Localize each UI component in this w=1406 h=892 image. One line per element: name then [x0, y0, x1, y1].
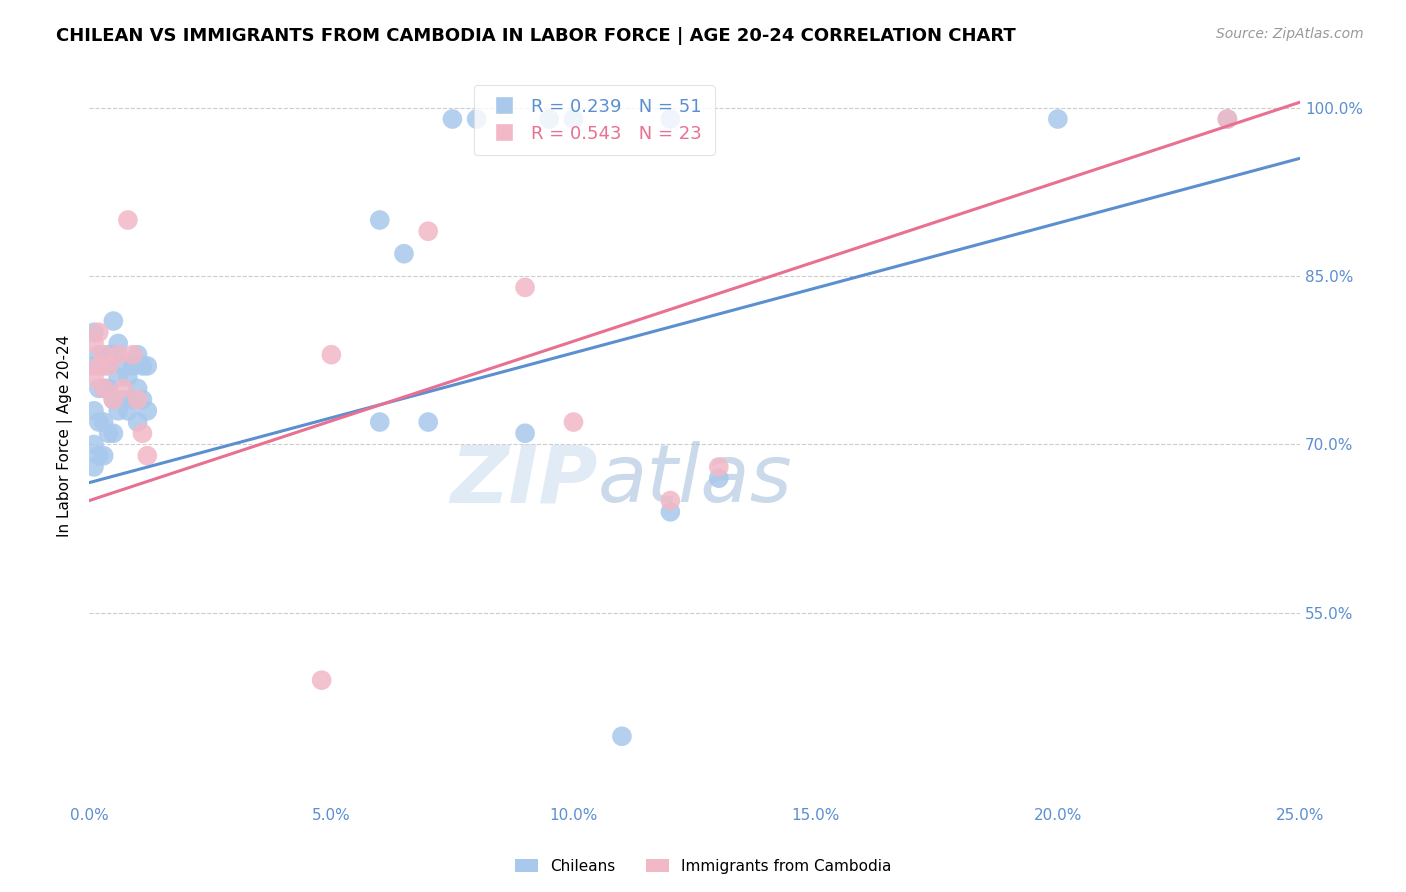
Point: [117, 404, 139, 418]
Point: [368, 213, 391, 227]
Point: [610, 729, 633, 743]
Point: [83, 359, 105, 373]
Point: [127, 392, 149, 407]
Point: [97, 359, 120, 373]
Point: [562, 112, 585, 126]
Point: [93, 415, 115, 429]
Point: [136, 449, 159, 463]
Point: [87, 359, 110, 373]
Point: [93, 359, 115, 373]
Point: [107, 404, 129, 418]
Point: [97, 381, 120, 395]
Text: ZIP: ZIP: [450, 442, 598, 519]
Point: [538, 112, 561, 126]
Point: [136, 359, 159, 373]
Point: [83, 404, 105, 418]
Point: [117, 213, 139, 227]
Point: [93, 449, 115, 463]
Point: [93, 381, 115, 395]
Point: [107, 370, 129, 384]
Point: [513, 426, 536, 441]
Point: [513, 280, 536, 294]
Legend: R = 0.239   N = 51, R = 0.543   N = 23: R = 0.239 N = 51, R = 0.543 N = 23: [474, 85, 714, 155]
Point: [83, 336, 105, 351]
Point: [87, 415, 110, 429]
Point: [83, 325, 105, 339]
Point: [418, 415, 440, 429]
Point: [103, 348, 125, 362]
Point: [103, 426, 125, 441]
Point: [1216, 112, 1239, 126]
Point: [103, 314, 125, 328]
Point: [103, 392, 125, 407]
Text: Source: ZipAtlas.com: Source: ZipAtlas.com: [1216, 27, 1364, 41]
Point: [659, 112, 682, 126]
Point: [93, 348, 115, 362]
Point: [562, 415, 585, 429]
Point: [87, 449, 110, 463]
Y-axis label: In Labor Force | Age 20-24: In Labor Force | Age 20-24: [58, 334, 73, 537]
Point: [707, 459, 730, 474]
Point: [121, 359, 143, 373]
Point: [87, 381, 110, 395]
Point: [707, 471, 730, 485]
Point: [127, 381, 149, 395]
Point: [131, 359, 153, 373]
Point: [87, 348, 110, 362]
Point: [131, 426, 153, 441]
Point: [83, 370, 105, 384]
Point: [107, 336, 129, 351]
Point: [117, 370, 139, 384]
Point: [392, 246, 415, 260]
Point: [87, 325, 110, 339]
Point: [112, 392, 135, 407]
Point: [107, 348, 129, 362]
Point: [121, 392, 143, 407]
Point: [131, 392, 153, 407]
Point: [83, 437, 105, 451]
Point: [1046, 112, 1069, 126]
Point: [93, 381, 115, 395]
Point: [112, 359, 135, 373]
Point: [418, 224, 440, 238]
Point: [103, 392, 125, 407]
Point: [112, 381, 135, 395]
Point: [659, 493, 682, 508]
Point: [97, 426, 120, 441]
Text: CHILEAN VS IMMIGRANTS FROM CAMBODIA IN LABOR FORCE | AGE 20-24 CORRELATION CHART: CHILEAN VS IMMIGRANTS FROM CAMBODIA IN L…: [56, 27, 1017, 45]
Point: [1216, 112, 1239, 126]
Point: [465, 112, 488, 126]
Point: [136, 404, 159, 418]
Text: atlas: atlas: [598, 442, 793, 519]
Point: [83, 459, 105, 474]
Point: [121, 348, 143, 362]
Point: [127, 348, 149, 362]
Point: [127, 415, 149, 429]
Point: [659, 505, 682, 519]
Point: [368, 415, 391, 429]
Legend: Chileans, Immigrants from Cambodia: Chileans, Immigrants from Cambodia: [509, 853, 897, 880]
Point: [441, 112, 464, 126]
Point: [321, 348, 343, 362]
Point: [97, 348, 120, 362]
Point: [311, 673, 333, 688]
